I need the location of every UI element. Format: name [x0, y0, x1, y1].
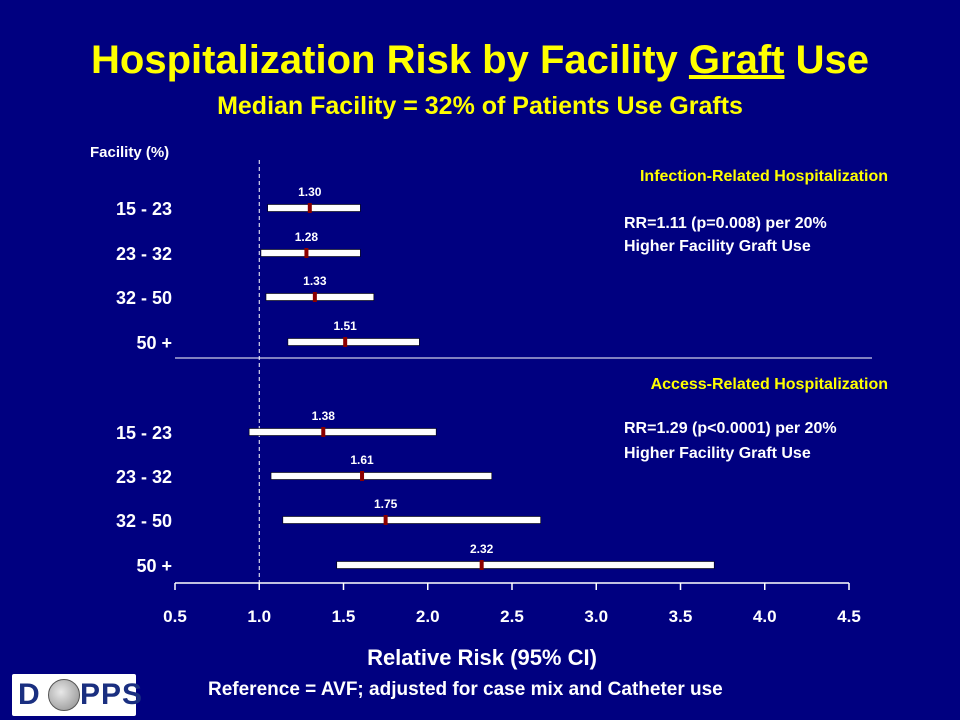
group-1-row-2-point-estimate	[304, 248, 309, 258]
x-tick-label-5: 2.5	[500, 607, 524, 626]
x-tick-label-9: 4.5	[837, 607, 861, 626]
group-1-row-3-estimate-label: 1.33	[303, 274, 327, 288]
slide-subtitle: Median Facility = 32% of Patients Use Gr…	[217, 92, 743, 120]
x-axis-title: Relative Risk (95% CI)	[367, 645, 597, 670]
group-1-row-4-category: 50 +	[136, 333, 172, 353]
footnote: Reference = AVF; adjusted for case mix a…	[208, 679, 723, 700]
group-2-row-4-category: 50 +	[136, 556, 172, 576]
group-1-row-2-ci-bar	[260, 249, 361, 257]
group-1-row-3-category: 32 - 50	[116, 288, 172, 308]
group-1-row-3-ci-bar	[265, 293, 375, 301]
x-tick-label-4: 2.0	[416, 607, 440, 626]
group-2-annotation-line-1: RR=1.29 (p<0.0001) per 20%	[624, 420, 837, 437]
group-1-row-1-category: 15 - 23	[116, 199, 172, 219]
group-1-row-4-estimate-label: 1.51	[334, 319, 358, 333]
group-2-label: Access-Related Hospitalization	[651, 376, 888, 393]
group-2-row-4-ci-bar	[336, 561, 715, 569]
logo-letters-pps: PPS	[80, 678, 144, 711]
group-2-row-2-ci-bar	[270, 472, 493, 480]
group-2-row-4-estimate-label: 2.32	[470, 542, 494, 556]
x-tick-label-3: 1.5	[332, 607, 356, 626]
group-2-row-3-ci-bar	[282, 516, 541, 524]
dopps-logo: D PPS	[12, 674, 142, 716]
group-1-row-1-estimate-label: 1.30	[298, 185, 322, 199]
group-2-row-4-point-estimate	[479, 560, 484, 570]
group-2-annotation-line-2: Higher Facility Graft Use	[624, 445, 811, 462]
group-2-row-3-point-estimate	[383, 515, 388, 525]
x-tick-label-1: 0.5	[163, 607, 187, 626]
group-2-row-3-category: 32 - 50	[116, 511, 172, 531]
title-text-underlined: Graft	[688, 38, 785, 82]
group-1-row-1-ci-bar	[267, 204, 361, 212]
group-1-annotation-line-1: RR=1.11 (p=0.008) per 20%	[624, 215, 827, 232]
group-2-row-2-point-estimate	[360, 471, 365, 481]
group-2-row-1-category: 15 - 23	[116, 423, 172, 443]
group-2-row-2-category: 23 - 32	[116, 467, 172, 487]
group-2-row-2-estimate-label: 1.61	[350, 453, 374, 467]
x-tick-label-7: 3.5	[669, 607, 693, 626]
logo-letter-d: D	[18, 678, 41, 711]
group-2-row-1-point-estimate	[321, 427, 326, 437]
title-text-end: Use	[784, 38, 869, 82]
x-tick-label-8: 4.0	[753, 607, 777, 626]
slide-title: Hospitalization Risk by Facility Graft U…	[0, 38, 960, 82]
x-tick-label-2: 1.0	[247, 607, 271, 626]
group-1-label: Infection-Related Hospitalization	[640, 168, 888, 185]
group-1-row-4-ci-bar	[287, 338, 420, 346]
group-1-row-1-point-estimate	[307, 203, 312, 213]
group-1-row-2-category: 23 - 32	[116, 244, 172, 264]
x-tick-label-6: 3.0	[584, 607, 608, 626]
globe-icon	[48, 679, 80, 711]
group-2-row-1-estimate-label: 1.38	[312, 409, 336, 423]
category-header: Facility (%)	[90, 144, 169, 161]
group-1-annotation-line-2: Higher Facility Graft Use	[624, 238, 811, 255]
group-2-row-3-estimate-label: 1.75	[374, 497, 398, 511]
group-2-row-1-ci-bar	[248, 428, 437, 436]
title-text-start: Hospitalization Risk by Facility	[91, 38, 689, 82]
group-1-row-4-point-estimate	[343, 337, 348, 347]
group-1-row-3-point-estimate	[312, 292, 317, 302]
group-1-row-2-estimate-label: 1.28	[295, 230, 319, 244]
